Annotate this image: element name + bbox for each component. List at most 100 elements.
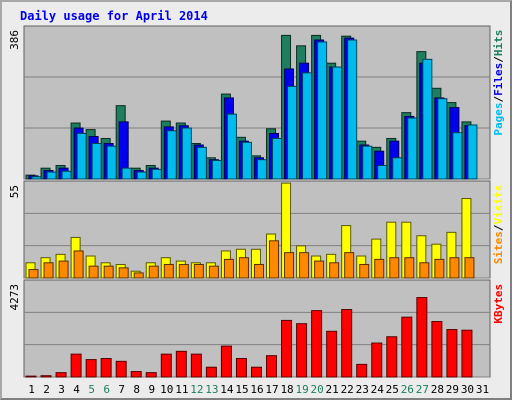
bar-kbytes-day-10 (160, 353, 172, 378)
bar-pages-day-24 (377, 164, 388, 180)
x-tick-label-day-20: 20 (311, 383, 324, 396)
bar-kbytes-day-24 (371, 342, 383, 378)
bar-pages-day-10 (166, 130, 177, 180)
bar-pages-day-27 (422, 58, 433, 180)
bar-sites-day-26 (404, 257, 415, 279)
bar-kbytes-day-15 (235, 358, 247, 378)
x-tick-label-day-6: 6 (103, 383, 110, 396)
x-tick-label-day-16: 16 (250, 383, 263, 396)
legend-word: / (492, 224, 505, 231)
x-tick-label-day-15: 15 (235, 383, 248, 396)
bar-sites-day-1 (28, 269, 39, 279)
x-axis-day-labels: 1 2 3 4 5 6 7 8 9 10 11 12 13 14 15 16 17 18 19 20 21 22 23 24 2… (28, 383, 489, 396)
bar-sites-day-12 (193, 263, 204, 279)
bar-kbytes-day-27 (416, 297, 428, 378)
x-tick-label-day-5: 5 (88, 383, 95, 396)
bar-kbytes-day-3 (55, 372, 67, 378)
bar-kbytes-day-7 (115, 360, 127, 378)
bar-kbytes-day-18 (281, 319, 293, 378)
bar-kbytes-day-20 (311, 310, 323, 378)
bar-sites-day-4 (73, 250, 84, 279)
bar-pages-day-23 (362, 145, 373, 180)
bar-sites-day-29 (449, 257, 460, 279)
bar-kbytes-day-22 (341, 309, 353, 378)
bar-sites-day-16 (253, 263, 264, 279)
x-tick-label-day-10: 10 (160, 383, 173, 396)
bar-sites-day-3 (58, 260, 69, 279)
bar-sites-day-8 (133, 272, 144, 279)
bar-kbytes-day-21 (326, 330, 338, 378)
bar-kbytes-day-13 (205, 366, 217, 378)
y-axis-max-labels: 386 55 4273 (8, 30, 21, 311)
bar-kbytes-day-26 (401, 316, 413, 378)
y-max-label-hits_files_pages: 386 (8, 30, 21, 50)
bar-pages-day-17 (272, 137, 283, 180)
bar-sites-day-20 (314, 260, 325, 279)
legend-word: / (492, 95, 505, 102)
bar-sites-day-2 (43, 262, 54, 279)
x-tick-label-day-22: 22 (341, 383, 354, 396)
bar-kbytes-day-9 (145, 372, 157, 378)
bar-kbytes-day-25 (386, 336, 398, 378)
bar-sites-day-28 (434, 258, 445, 279)
bar-kbytes-day-1 (25, 375, 37, 378)
bar-sites-day-14 (223, 258, 234, 279)
bar-pages-day-11 (181, 127, 192, 180)
bar-sites-day-24 (374, 258, 385, 279)
bar-pages-day-12 (196, 146, 207, 180)
x-tick-label-day-23: 23 (356, 383, 369, 396)
bar-pages-day-28 (437, 98, 448, 180)
legend-word: Hits (492, 30, 505, 57)
bar-pages-day-13 (211, 159, 222, 180)
bar-pages-day-6 (106, 145, 117, 180)
bar-kbytes-day-12 (190, 353, 202, 378)
x-tick-label-day-19: 19 (295, 383, 308, 396)
bar-sites-day-22 (344, 252, 355, 279)
bar-sites-day-7 (118, 267, 129, 279)
panel-hits_files_pages (23, 25, 491, 180)
bar-pages-day-22 (347, 39, 358, 180)
bar-sites-day-27 (419, 262, 430, 279)
y-max-label-visits_sites: 55 (8, 185, 21, 198)
bar-sites-day-15 (238, 257, 249, 279)
plot-panels (23, 25, 491, 378)
x-tick-label-day-3: 3 (58, 383, 65, 396)
bar-kbytes-day-11 (175, 350, 187, 378)
x-tick-label-day-7: 7 (118, 383, 125, 396)
bar-pages-day-15 (241, 141, 252, 180)
x-tick-label-day-12: 12 (190, 383, 203, 396)
x-tick-label-day-29: 29 (446, 383, 459, 396)
x-tick-label-day-21: 21 (326, 383, 339, 396)
panel-kbytes (23, 279, 491, 378)
x-tick-label-day-31: 31 (476, 383, 489, 396)
legend-label-top: Pages/Files/Hits (492, 30, 505, 136)
bar-pages-day-9 (151, 168, 162, 180)
x-tick-label-day-9: 9 (148, 383, 155, 396)
bar-pages-day-18 (287, 85, 298, 180)
x-tick-label-day-27: 27 (416, 383, 429, 396)
x-tick-label-day-14: 14 (220, 383, 234, 396)
bar-kbytes-day-8 (130, 371, 142, 378)
bar-kbytes-day-30 (461, 329, 473, 378)
bar-sites-day-21 (329, 262, 340, 279)
bar-kbytes-day-19 (296, 323, 308, 378)
x-tick-label-day-11: 11 (175, 383, 188, 396)
bar-sites-day-13 (208, 265, 219, 279)
legend-word: / (492, 56, 505, 63)
bar-pages-day-2 (46, 171, 57, 180)
bar-sites-day-25 (389, 257, 400, 279)
x-tick-label-day-18: 18 (280, 383, 293, 396)
bar-kbytes-day-14 (220, 345, 232, 378)
bar-pages-day-30 (467, 124, 478, 180)
x-tick-label-day-17: 17 (265, 383, 278, 396)
x-tick-label-day-4: 4 (73, 383, 80, 396)
bar-sites-day-9 (148, 265, 159, 279)
bar-pages-day-5 (91, 142, 102, 180)
legend-word: Visits (492, 185, 505, 225)
bar-pages-day-21 (332, 66, 343, 180)
bar-pages-day-7 (121, 167, 132, 180)
legend-word: Sites (492, 231, 505, 264)
bar-sites-day-18 (284, 252, 295, 279)
